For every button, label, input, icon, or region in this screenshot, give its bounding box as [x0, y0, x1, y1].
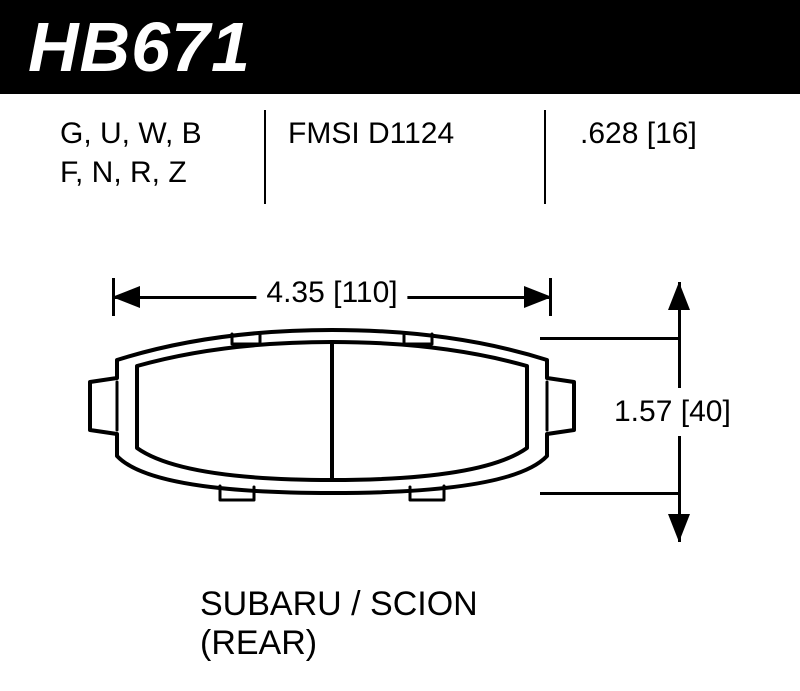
thickness-mm: [16]: [647, 117, 697, 150]
height-mm: [40]: [681, 395, 731, 428]
width-label: 4.35 [110]: [256, 276, 407, 310]
compounds-line2: F, N, R, Z: [60, 153, 260, 192]
fmsi-value: FMSI D1124: [288, 117, 454, 150]
height-label: 1.57 [40]: [614, 388, 744, 436]
arrow-right-icon: [524, 286, 552, 308]
part-number: HB671: [28, 7, 251, 87]
width-mm: [110]: [333, 276, 398, 309]
application-label: SUBARU / SCION (REAR): [200, 585, 600, 663]
width-in: 4.35: [266, 276, 324, 309]
compounds-column: G, U, W, B F, N, R, Z: [60, 114, 260, 192]
thickness-in: .628: [580, 117, 638, 150]
width-dimension: 4.35 [110]: [112, 278, 552, 318]
height-dimension: 1.57 [40]: [660, 282, 790, 542]
divider-2: [544, 110, 546, 204]
arrow-down-icon: [668, 514, 690, 542]
diagram-area: 4.35 [110] 1.57 [40]: [0, 240, 800, 620]
thickness-column: .628 [16]: [580, 114, 760, 153]
arrow-left-icon: [112, 286, 140, 308]
fmsi-column: FMSI D1124: [288, 114, 508, 153]
arrow-up-icon: [668, 282, 690, 310]
height-in: 1.57: [614, 395, 672, 428]
divider-1: [264, 110, 266, 204]
spec-row: G, U, W, B F, N, R, Z FMSI D1124 .628 [1…: [0, 104, 800, 214]
brake-pad-outline: [82, 328, 582, 548]
header-bar: HB671: [0, 0, 800, 94]
compounds-line1: G, U, W, B: [60, 114, 260, 153]
